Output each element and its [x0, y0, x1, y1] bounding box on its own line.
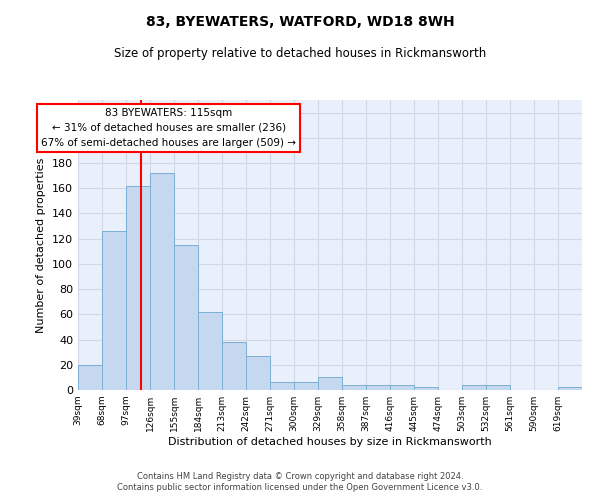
Bar	[174, 245, 198, 390]
Bar	[150, 173, 174, 390]
X-axis label: Distribution of detached houses by size in Rickmansworth: Distribution of detached houses by size …	[168, 437, 492, 447]
Bar	[366, 385, 390, 390]
Bar	[390, 385, 414, 390]
Text: 83, BYEWATERS, WATFORD, WD18 8WH: 83, BYEWATERS, WATFORD, WD18 8WH	[146, 15, 454, 29]
Bar	[342, 385, 366, 390]
Bar	[462, 385, 486, 390]
Bar	[486, 385, 510, 390]
Bar	[126, 186, 150, 390]
Text: 83 BYEWATERS: 115sqm
← 31% of detached houses are smaller (236)
67% of semi-deta: 83 BYEWATERS: 115sqm ← 31% of detached h…	[41, 108, 296, 148]
Bar	[78, 365, 102, 390]
Bar	[270, 382, 294, 390]
Bar	[246, 356, 270, 390]
Text: Contains public sector information licensed under the Open Government Licence v3: Contains public sector information licen…	[118, 484, 482, 492]
Bar	[102, 231, 126, 390]
Bar	[318, 378, 342, 390]
Bar	[414, 388, 438, 390]
Bar	[558, 388, 582, 390]
Bar	[222, 342, 246, 390]
Y-axis label: Number of detached properties: Number of detached properties	[37, 158, 46, 332]
Text: Size of property relative to detached houses in Rickmansworth: Size of property relative to detached ho…	[114, 48, 486, 60]
Bar	[294, 382, 318, 390]
Text: Contains HM Land Registry data © Crown copyright and database right 2024.: Contains HM Land Registry data © Crown c…	[137, 472, 463, 481]
Bar	[198, 312, 222, 390]
